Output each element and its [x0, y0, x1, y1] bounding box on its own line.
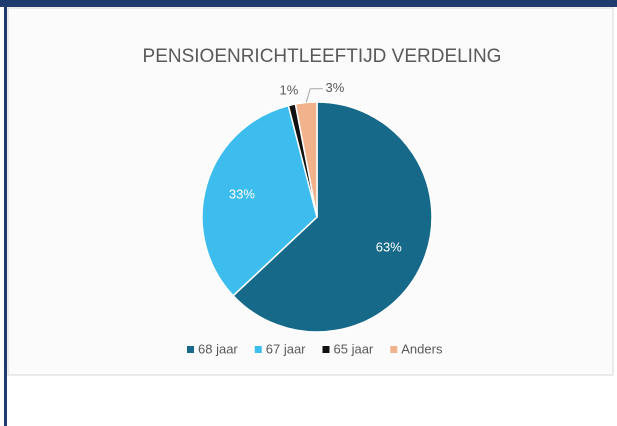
data-label: 33%: [229, 187, 255, 202]
legend-label: 65 jaar: [334, 341, 374, 356]
data-label: 63%: [376, 239, 402, 254]
window-title-bar: [0, 0, 617, 7]
legend-swatch: [322, 346, 330, 353]
leader-line: [305, 88, 323, 103]
legend-label: 67 jaar: [266, 341, 306, 356]
window-left-border: [4, 7, 7, 426]
legend-label: Anders: [401, 341, 443, 356]
legend-swatch: [187, 346, 194, 353]
legend: 68 jaar 67 jaar 65 jaar Anders: [187, 341, 443, 356]
data-label: 3%: [325, 80, 344, 95]
data-label: 1%: [280, 83, 299, 98]
pie-slice: [201, 104, 318, 297]
pie-slice: [232, 101, 433, 333]
chart-title: PENSIOENRICHTLEEFTIJD VERDELING: [143, 46, 502, 67]
pie-slice: [294, 101, 318, 218]
legend-swatch: [254, 346, 262, 353]
legend-label: 68 jaar: [198, 341, 238, 356]
pie: 63% 33% 1% 3%: [201, 80, 433, 333]
legend-swatch: [390, 346, 398, 353]
